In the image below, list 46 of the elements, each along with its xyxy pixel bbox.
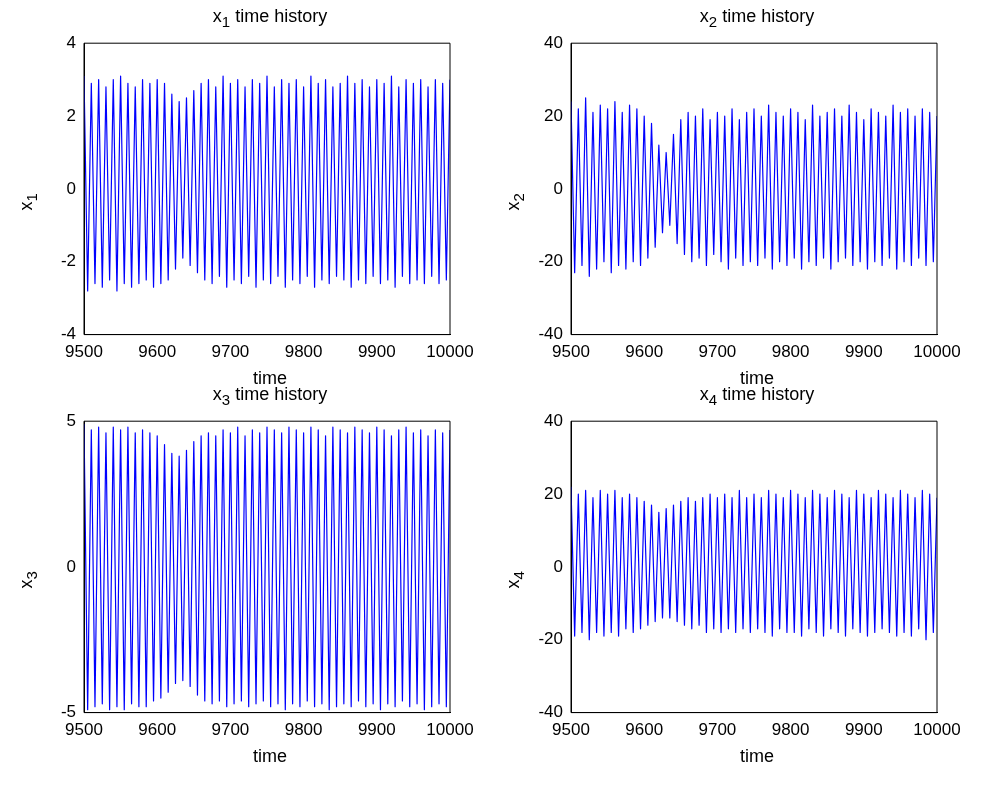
x-tick-label: 9600 bbox=[625, 342, 664, 362]
x-tick-label: 10000 bbox=[426, 342, 474, 362]
y-tick-label: -40 bbox=[538, 324, 563, 344]
x-tick-label: 9700 bbox=[698, 342, 737, 362]
y-tick-label: -20 bbox=[538, 629, 563, 649]
x-tick-label: 9600 bbox=[625, 720, 664, 740]
y-tick-label: 40 bbox=[544, 32, 563, 52]
x-tick-label: 9700 bbox=[698, 720, 737, 740]
x-tick-label: 9800 bbox=[284, 342, 323, 362]
y-tick-label: 0 bbox=[66, 556, 76, 576]
y-tick-label: 20 bbox=[544, 105, 563, 125]
x-tick-label: 9500 bbox=[65, 720, 103, 740]
x-tick-label: 9900 bbox=[844, 342, 883, 362]
y-tick-label: 2 bbox=[66, 105, 76, 125]
x-tick-label: 9600 bbox=[138, 720, 177, 740]
y-tick-label: -4 bbox=[60, 324, 76, 344]
x-tick-label: 9500 bbox=[552, 342, 590, 362]
y-tick-label: 40 bbox=[544, 410, 563, 430]
x-tick-label: 9600 bbox=[138, 342, 177, 362]
y-tick-label: 4 bbox=[66, 32, 76, 52]
x-tick-label: 9900 bbox=[844, 720, 883, 740]
y-tick-label: -2 bbox=[60, 251, 76, 271]
y-tick-label: 20 bbox=[544, 483, 563, 503]
x-tick-label: 9700 bbox=[211, 342, 250, 362]
y-tick-label: -40 bbox=[538, 702, 563, 722]
chart-title: x$_{2}$ time history bbox=[698, 6, 816, 30]
x-tick-label: 9700 bbox=[211, 720, 250, 740]
x-tick-label: 10000 bbox=[913, 342, 961, 362]
y-tick-label: -5 bbox=[60, 702, 76, 722]
y-tick-label: 0 bbox=[553, 178, 563, 198]
x-tick-label: 9800 bbox=[771, 342, 810, 362]
x-tick-label: 9500 bbox=[65, 342, 103, 362]
x-axis-title: time bbox=[739, 746, 775, 767]
x-tick-label: 9500 bbox=[552, 720, 590, 740]
x-axis-title: time bbox=[252, 746, 288, 767]
y-tick-label: 0 bbox=[553, 556, 563, 576]
x-tick-label: 10000 bbox=[913, 720, 961, 740]
x-tick-label: 9800 bbox=[284, 720, 323, 740]
x-tick-label: 9900 bbox=[357, 720, 396, 740]
chart-title: x$_{1}$ time history bbox=[211, 6, 329, 30]
y-tick-label: 5 bbox=[66, 410, 76, 430]
y-tick-label: -20 bbox=[538, 251, 563, 271]
y-tick-label: 0 bbox=[66, 178, 76, 198]
x-tick-label: 9900 bbox=[357, 342, 396, 362]
x-tick-label: 9800 bbox=[771, 720, 810, 740]
x-tick-label: 10000 bbox=[426, 720, 474, 740]
